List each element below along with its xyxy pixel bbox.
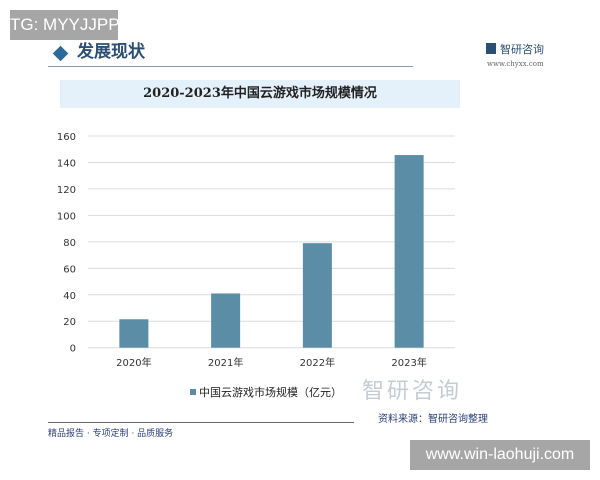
x-tick-label: 2021年: [208, 356, 243, 369]
brand-url: www.chyxx.com: [487, 60, 544, 68]
y-tick-label: 60: [63, 264, 76, 275]
legend-swatch: [190, 389, 196, 395]
watermark-logo: 智研咨询: [362, 379, 463, 404]
slogan: 精品报告 · 专项定制 · 品质服务: [48, 429, 174, 439]
legend: 中国云游戏市场规模（亿元）: [190, 386, 342, 400]
legend-label: 中国云游戏市场规模（亿元）: [199, 386, 342, 399]
bar: [211, 293, 241, 348]
x-tick-label: 2020年: [116, 356, 151, 369]
overlay-label-top: TG: MYYJJPP: [10, 10, 120, 40]
header-divider: [48, 66, 413, 67]
footer-divider: [48, 422, 354, 423]
y-tick-label: 0: [70, 344, 76, 355]
y-tick-label: 40: [63, 291, 76, 302]
brand-name: 智研咨询: [500, 43, 544, 56]
brand-logo-icon: [486, 43, 496, 54]
bar: [119, 319, 149, 348]
bar: [302, 243, 332, 348]
x-tick-label: 2022年: [300, 356, 335, 369]
y-tick-label: 140: [57, 158, 76, 169]
y-tick-label: 160: [57, 132, 76, 143]
brand-logo: 智研咨询: [486, 43, 544, 57]
y-tick-label: 80: [63, 238, 76, 249]
y-tick-label: 100: [57, 211, 76, 222]
source-note: 资料来源：智研咨询整理: [378, 414, 488, 425]
y-tick-label: 120: [57, 185, 76, 196]
x-tick-label: 2023年: [391, 356, 426, 369]
overlay-label-bottom: www.win-laohuji.com: [410, 440, 590, 470]
chart-title: 2020-2023年中国云游戏市场规模情况: [143, 86, 377, 101]
y-tick-label: 20: [63, 317, 76, 328]
section-title: 发展现状: [77, 42, 145, 62]
bar: [394, 155, 424, 348]
title-bar: [60, 80, 460, 108]
